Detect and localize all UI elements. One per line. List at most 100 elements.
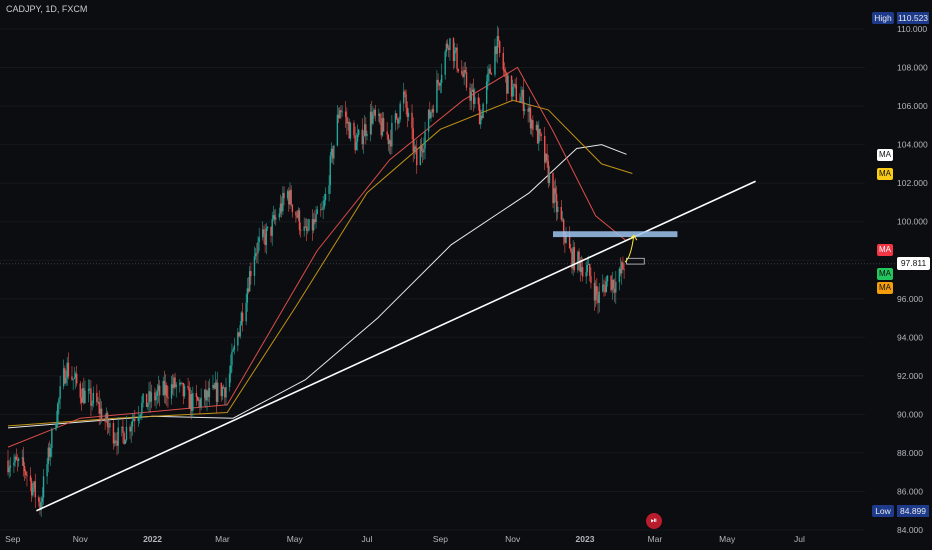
price-tick-label: 88.000	[897, 448, 923, 458]
candle-body	[414, 146, 417, 149]
candle-body	[403, 91, 405, 104]
candle-body	[134, 419, 136, 422]
candle-body	[208, 387, 211, 398]
candles	[7, 25, 625, 518]
candle-body	[291, 204, 294, 213]
candle-body	[545, 153, 547, 163]
candle-body	[7, 460, 9, 473]
candle-body	[221, 387, 224, 397]
candle-body	[557, 206, 559, 213]
candle-body	[494, 46, 496, 75]
candle-body	[619, 268, 622, 274]
candle-body	[109, 423, 111, 428]
candle-body	[512, 86, 514, 97]
price-tick-label: 100.000	[897, 217, 928, 227]
candle-body	[612, 279, 615, 289]
candle-body	[439, 82, 442, 86]
candle-body	[602, 284, 604, 292]
candle-body	[547, 160, 549, 183]
candle-body	[341, 111, 343, 113]
candle-body	[587, 264, 590, 266]
candle-body	[349, 122, 352, 139]
candle-body	[554, 188, 557, 194]
candle-body	[117, 427, 119, 446]
candle-body	[378, 113, 380, 116]
candle-body	[322, 207, 324, 210]
candle-body	[149, 391, 151, 402]
candle-body	[427, 109, 430, 132]
time-tick-label: Mar	[215, 534, 230, 544]
candle-body	[16, 459, 19, 461]
candle-body	[532, 120, 534, 130]
candle-body	[113, 440, 116, 444]
low-label: Low	[872, 505, 894, 517]
symbol-label: CADJPY, 1D, FXCM	[6, 4, 88, 14]
candle-body	[474, 97, 476, 104]
candle-body	[106, 412, 109, 427]
current-price-tag: 97.811	[897, 257, 930, 270]
candle-body	[523, 108, 526, 112]
candle-body	[206, 390, 208, 401]
candle-body	[380, 122, 382, 136]
candle-body	[81, 388, 84, 403]
candle-body	[391, 122, 393, 147]
candle-body	[363, 124, 366, 137]
candle-body	[200, 397, 202, 408]
candle-body	[594, 286, 597, 301]
candle-body	[139, 414, 142, 417]
candle-body	[331, 148, 334, 159]
candle-body	[57, 403, 59, 423]
candle-body	[477, 97, 480, 105]
candle-body	[247, 288, 250, 292]
candle-body	[162, 380, 164, 396]
candle-body	[452, 38, 455, 62]
candle-body	[448, 47, 450, 51]
candle-body	[121, 426, 123, 428]
candle-body	[74, 373, 77, 378]
candle-body	[333, 145, 335, 159]
time-tick-label: 2022	[143, 534, 162, 544]
candle-body	[195, 393, 198, 398]
candle-body	[196, 397, 199, 401]
arrow-head-icon	[629, 234, 638, 241]
candle-body	[97, 401, 99, 403]
candle-body	[273, 215, 276, 220]
candle-body	[487, 73, 489, 82]
candle-body	[488, 68, 490, 74]
candle-body	[453, 50, 456, 62]
candle-body	[166, 385, 168, 397]
ma-tag-1[interactable]: MA	[877, 149, 893, 161]
candle-body	[142, 393, 144, 403]
candle-body	[163, 380, 166, 395]
candle-body	[437, 79, 439, 84]
candle-body	[470, 91, 472, 101]
candle-body	[180, 382, 182, 384]
candle-body	[472, 89, 475, 104]
ma-tag-5[interactable]: MA	[877, 282, 893, 294]
time-axis[interactable]: Sep Nov 2022 Mar May Jul Sep Nov 2023 Mar May Jul	[5, 534, 805, 544]
candle-body	[462, 73, 464, 77]
price-axis[interactable]: 110.000 108.000 106.000 104.000 102.000 100.0…	[897, 24, 928, 535]
candle-body	[572, 247, 574, 269]
candle-body	[438, 83, 440, 86]
candle-body	[405, 94, 407, 108]
event-badge-icon[interactable]: ⏯	[646, 513, 662, 529]
candle-body	[115, 440, 117, 442]
candle-body	[298, 210, 301, 230]
ma-tag-2[interactable]: MA	[877, 168, 893, 180]
price-tick-label: 110.000	[897, 24, 927, 34]
candle-body	[598, 291, 600, 303]
candle-body	[323, 200, 326, 208]
candle-body	[254, 253, 257, 257]
candle-body	[104, 420, 106, 422]
candle-body	[444, 51, 446, 75]
candle-body	[530, 120, 533, 129]
candle-body	[46, 464, 48, 477]
candle-body	[502, 53, 504, 70]
candle-body	[373, 109, 375, 115]
candle-body	[182, 382, 185, 397]
candle-body	[611, 279, 613, 291]
ma-tag-4[interactable]: MA	[877, 268, 893, 280]
ma-tag-3[interactable]: MA	[877, 244, 893, 256]
candle-body	[270, 226, 272, 236]
